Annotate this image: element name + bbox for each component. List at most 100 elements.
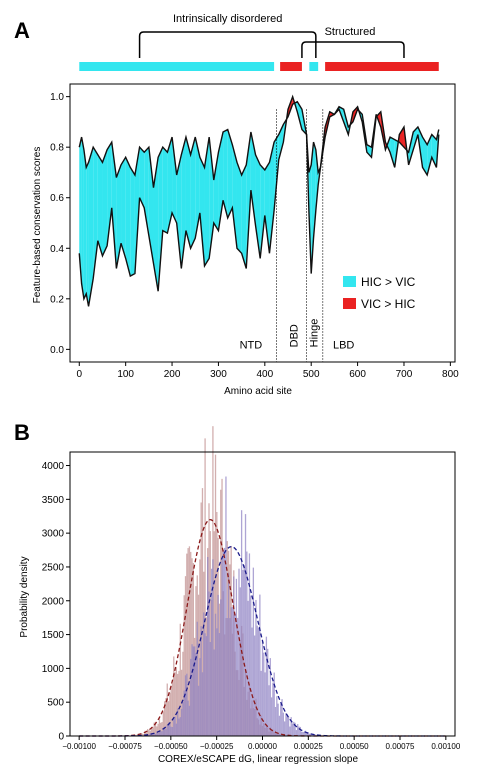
difference-fill (399, 126, 404, 148)
histogram-bar (239, 587, 241, 736)
histogram-bar (272, 682, 274, 736)
histogram-bar (167, 701, 170, 736)
histogram-bar (229, 618, 231, 736)
histogram-bar (291, 723, 294, 736)
y-tick-label-b: 500 (47, 698, 64, 709)
histogram-bar (188, 546, 191, 736)
histogram-bar (226, 618, 228, 736)
region-brackets: Intrinsically disordered Structured (138, 13, 405, 58)
histogram-bar (306, 732, 308, 736)
histogram-bar (208, 591, 210, 736)
histogram-bar (303, 732, 305, 736)
x-axis-label-a: Amino acid site (224, 386, 292, 397)
difference-fill (246, 132, 251, 269)
histogram-bar (213, 649, 215, 736)
x-tick-label-a: 200 (164, 369, 181, 380)
histogram-bar (166, 724, 168, 736)
density-curve-red (79, 518, 446, 737)
histogram-bar (304, 730, 307, 736)
histogram-bar (243, 565, 245, 736)
y-tick-label-a: 0.2 (50, 294, 64, 305)
histogram-bar (308, 733, 311, 736)
difference-fill (190, 137, 196, 249)
histogram-bar (183, 595, 185, 736)
difference-fill (269, 142, 275, 254)
histogram-bar (200, 626, 202, 736)
histogram-bar (157, 723, 159, 736)
histogram-bar (203, 612, 205, 736)
histogram-bar (195, 652, 197, 736)
x-tick-label-b: −0.00100 (62, 742, 96, 751)
difference-fill (422, 137, 428, 175)
histogram-bar (285, 713, 287, 736)
difference-fill (121, 157, 126, 259)
histogram-bar (274, 706, 277, 736)
histogram-bar (197, 685, 200, 736)
difference-fill (315, 149, 319, 211)
histogram-bar (179, 717, 181, 736)
legend-a: HIC > VIC VIC > HIC (343, 275, 416, 311)
difference-fill (83, 149, 87, 299)
bracket-intrinsically-disordered (138, 31, 317, 58)
histogram-bar (277, 703, 279, 736)
legend-swatch (343, 276, 356, 287)
histogram-bar (289, 726, 291, 736)
histogram-bar (139, 733, 141, 736)
histogram-bar (197, 594, 200, 736)
histogram-bar (157, 733, 159, 736)
histogram-bar (307, 732, 309, 736)
region-bar (309, 62, 319, 71)
histogram-bar (242, 569, 244, 736)
x-tick-label-a: 400 (256, 369, 273, 380)
histogram-bar (267, 648, 269, 736)
histogram-bar (246, 551, 248, 736)
histogram-bar (196, 621, 198, 736)
histogram-bar (148, 734, 150, 736)
domain-label: DBD (289, 324, 301, 347)
difference-fill (134, 147, 140, 274)
difference-fill (167, 137, 173, 234)
histogram-bar (230, 607, 232, 736)
histogram-bar (177, 673, 179, 736)
histogram-bar (312, 734, 315, 736)
histogram-bar (161, 721, 163, 736)
y-tick-label-a: 1.0 (50, 92, 64, 103)
difference-fill (102, 149, 108, 256)
histogram-bar (205, 636, 208, 736)
histogram-bar (182, 702, 184, 736)
y-tick-label-a: 0.4 (50, 244, 64, 255)
histogram-bar (186, 673, 188, 736)
histogram-bar (210, 568, 213, 736)
histogram-bar (290, 717, 292, 736)
histogram-bar (199, 559, 201, 736)
histogram-bar (149, 730, 151, 736)
histogram-bar (214, 613, 217, 736)
difference-fill (427, 134, 432, 175)
histogram-bar (177, 708, 179, 736)
x-tick-label-b: 0.00100 (431, 742, 460, 751)
histogram-bar (171, 727, 174, 736)
histogram-bar (260, 670, 262, 736)
y-axis-label-a: Feature-based conservation scores (32, 147, 43, 304)
histogram-bar (158, 731, 161, 736)
histogram-bar (257, 627, 260, 736)
difference-fill (130, 167, 135, 277)
histogram-bar (184, 576, 187, 736)
difference-fill (125, 157, 131, 277)
histogram-bar (286, 716, 288, 736)
difference-fill (250, 132, 256, 226)
difference-fill (241, 164, 247, 269)
difference-fill (162, 147, 168, 234)
histogram-bar (235, 578, 238, 736)
histogram-bar (251, 627, 253, 736)
histogram-bar (273, 672, 275, 736)
histogram-bar (171, 683, 174, 736)
histogram-bar (231, 606, 234, 736)
x-tick-label-a: 0 (76, 369, 82, 380)
bracket-label: Structured (325, 26, 376, 38)
histogram-bar (180, 708, 183, 736)
histogram-bar (174, 716, 176, 736)
x-tick-label-a: 800 (442, 369, 459, 380)
histogram-bar (200, 502, 202, 736)
